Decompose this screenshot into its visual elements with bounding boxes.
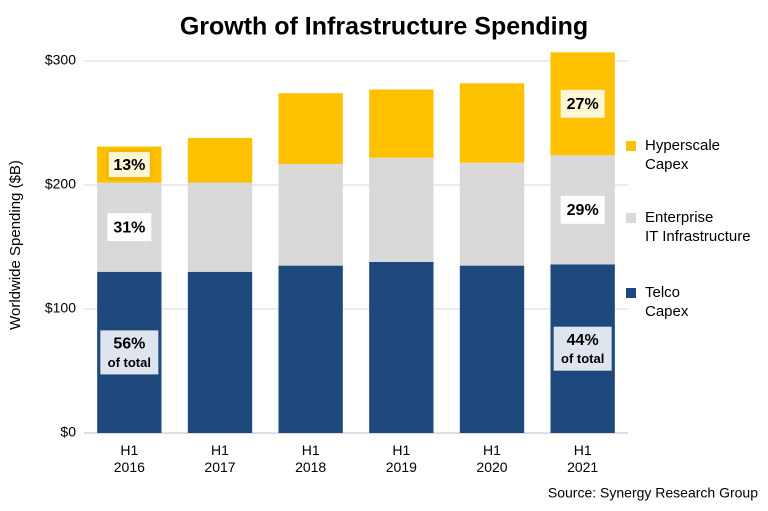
- y-axis-label: Worldwide Spending ($B): [7, 160, 24, 330]
- x-tick-label: H1 2021: [567, 442, 598, 475]
- legend-label: Telco Capex: [645, 284, 689, 320]
- annotation: 29%: [567, 202, 599, 219]
- annotation-box: [105, 149, 153, 181]
- bar-segment: [369, 261, 434, 433]
- legend-swatch: [626, 141, 636, 151]
- bar-segment: [459, 265, 525, 433]
- annotation-box: [107, 213, 152, 242]
- annotation: 13%: [113, 157, 145, 174]
- grid: $0 $100 $200 $300: [45, 52, 628, 440]
- chart-title: Growth of Infrastructure Spending: [180, 13, 588, 41]
- annotation-note: of total: [561, 351, 604, 366]
- bar-segment: [278, 163, 343, 266]
- y-tick-label: $300: [45, 52, 76, 68]
- bar-segment: [187, 182, 253, 272]
- annotation: 27%: [567, 96, 599, 113]
- annotation-box: [553, 326, 612, 371]
- x-tick-label: H1 2019: [386, 442, 417, 475]
- legend-label: Enterprise IT Infrastructure: [645, 209, 751, 245]
- bar-segment: [459, 162, 525, 266]
- annotation: 56%: [113, 336, 145, 353]
- bar-segment: [187, 137, 253, 183]
- source: Source: Synergy Research Group: [548, 485, 758, 501]
- x-tick-label: H1 2018: [295, 442, 326, 475]
- y-tick-label: $0: [60, 424, 76, 440]
- annotation-box: [100, 330, 159, 375]
- annotation: 44%: [567, 332, 599, 349]
- bar-segment: [459, 83, 525, 163]
- x-tick-label: H1 2016: [114, 442, 145, 475]
- x-tick-label: H1 2017: [204, 442, 235, 475]
- y-tick-label: $200: [45, 176, 76, 192]
- x-tick-label: H1 2020: [476, 442, 507, 475]
- annotation-box: [560, 195, 605, 224]
- y-tick-label: $100: [45, 300, 76, 316]
- legend-swatch: [626, 213, 636, 223]
- bars: [97, 52, 615, 433]
- legend-label: Hyperscale Capex: [645, 137, 720, 173]
- legend-swatch: [626, 288, 636, 298]
- bar-segment: [369, 89, 434, 158]
- annotation-note: of total: [108, 355, 151, 370]
- labels: H1 2016 56% of total 31% 13% H1 2017 H1 2018 H1 201…: [100, 89, 751, 475]
- bar-segment: [187, 271, 253, 433]
- bar-segment: [278, 93, 343, 164]
- annotation: 31%: [113, 219, 145, 236]
- bar-segment: [369, 157, 434, 262]
- annotation-box: [560, 89, 605, 118]
- bar-segment: [278, 265, 343, 433]
